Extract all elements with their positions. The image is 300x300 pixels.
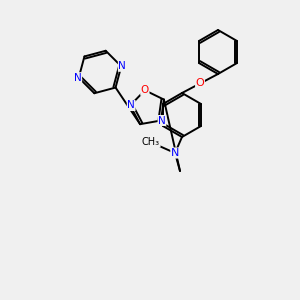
- Text: CH₃: CH₃: [142, 137, 160, 147]
- Text: N: N: [74, 73, 82, 83]
- Text: N: N: [118, 61, 126, 71]
- Text: O: O: [141, 85, 149, 95]
- Text: O: O: [196, 79, 204, 88]
- Text: N: N: [127, 100, 135, 110]
- Text: N: N: [171, 148, 179, 158]
- Text: N: N: [158, 116, 166, 125]
